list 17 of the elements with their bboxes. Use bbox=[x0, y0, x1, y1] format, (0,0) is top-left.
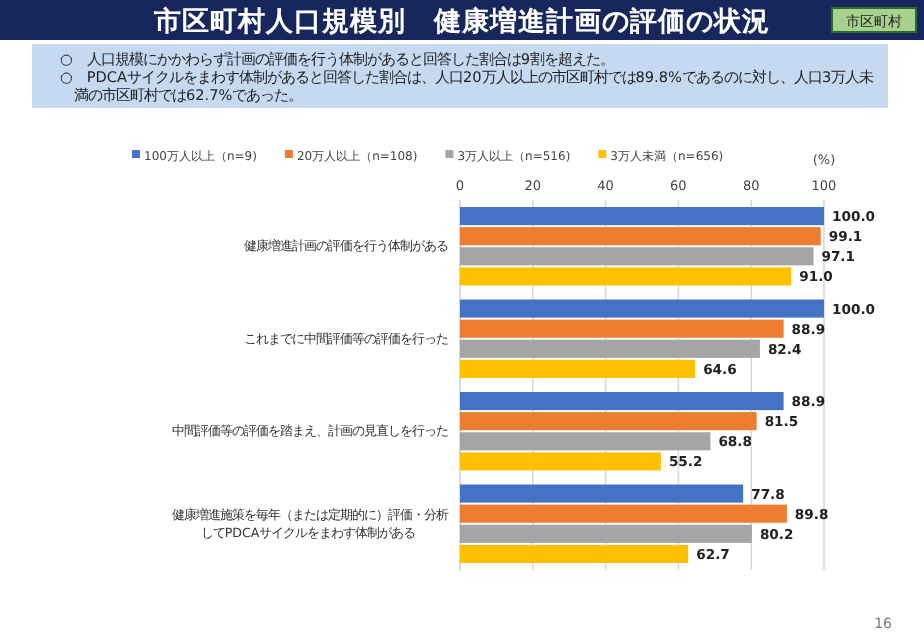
bar bbox=[460, 299, 824, 318]
bar bbox=[460, 207, 824, 226]
bar bbox=[460, 392, 784, 411]
bar bbox=[460, 504, 787, 523]
bar bbox=[460, 432, 711, 451]
bar bbox=[460, 544, 689, 563]
bar bbox=[460, 247, 814, 266]
bar bbox=[460, 524, 752, 543]
bar bbox=[460, 484, 744, 503]
bar bbox=[460, 339, 760, 358]
bar bbox=[460, 412, 757, 431]
chart-title: 市区町村人口規模別 健康増進計画の評価の状況 bbox=[152, 4, 770, 38]
bar bbox=[460, 359, 696, 378]
bar bbox=[460, 319, 784, 338]
bar bbox=[460, 227, 821, 246]
bar bbox=[460, 452, 661, 471]
bar bbox=[460, 267, 792, 286]
